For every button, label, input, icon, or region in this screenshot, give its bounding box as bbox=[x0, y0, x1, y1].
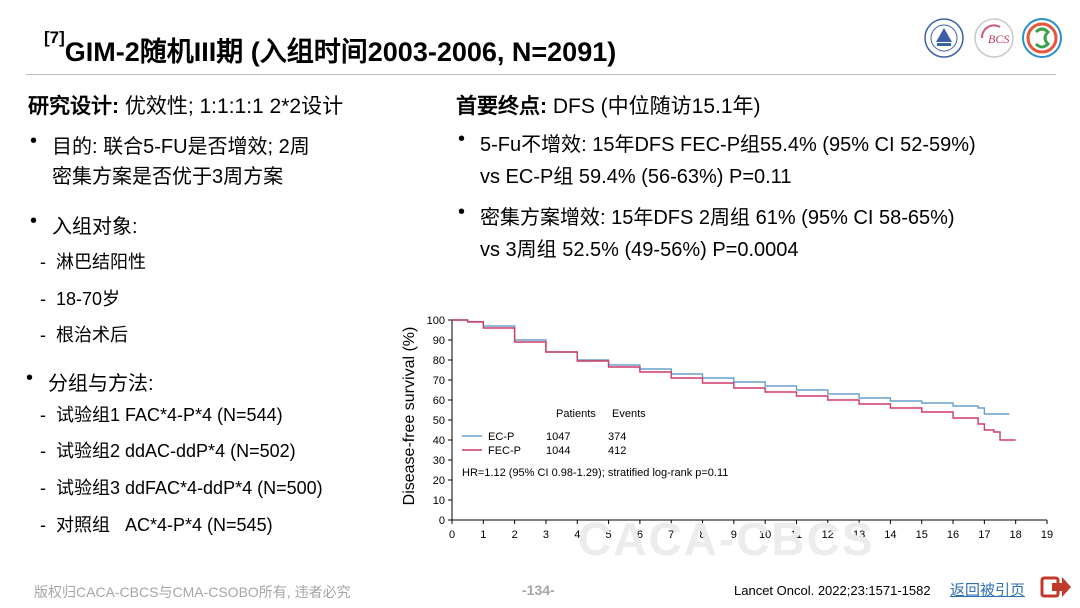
legend-header-events: Events bbox=[612, 408, 646, 420]
x-tick-label: 7 bbox=[668, 529, 674, 541]
series-line-fec-p bbox=[452, 319, 1016, 441]
legend-patients: 1044 bbox=[546, 445, 570, 457]
y-tick-label: 30 bbox=[433, 455, 445, 467]
x-tick-label: 8 bbox=[699, 529, 705, 541]
purpose-bullet: 目的: 联合5-FU是否增效; 2周 bbox=[30, 130, 310, 159]
x-tick-label: 0 bbox=[449, 529, 455, 541]
y-tick-label: 90 bbox=[433, 335, 445, 347]
title-divider bbox=[26, 74, 1056, 75]
endpoint-bullet-1: 5-Fu不增效: 15年DFS FEC-P组55.4% (95% CI 52-5… bbox=[458, 128, 976, 157]
university-emblem-icon bbox=[924, 18, 964, 58]
series-line-ec-p bbox=[452, 319, 1010, 415]
x-tick-label: 14 bbox=[884, 529, 896, 541]
y-tick-label: 10 bbox=[433, 495, 445, 507]
chart-axes: 0 1 2 3 4 5 6 7 8 9 10 11 12 13 14 15 16 17 18 190102030405… bbox=[427, 315, 1053, 541]
legend-patients: 1047 bbox=[546, 431, 570, 443]
x-tick-label: 13 bbox=[853, 529, 865, 541]
y-tick-label: 70 bbox=[433, 375, 445, 387]
caca-logo-icon bbox=[1022, 18, 1062, 58]
x-tick-label: 12 bbox=[822, 529, 834, 541]
back-link[interactable]: 返回被引页 bbox=[950, 582, 1026, 599]
x-tick-label: 1 bbox=[480, 529, 486, 541]
x-tick-label: 17 bbox=[978, 529, 990, 541]
title-text: GIM-2随机III期 (入组时间2003-2006, N=2091) bbox=[64, 37, 617, 67]
purpose-bullet-cont: 密集方案是否优于3周方案 bbox=[52, 166, 284, 188]
citation: Lancet Oncol. 2022;23:1571-1582 bbox=[734, 583, 931, 598]
group-item: - 对照组 AC*4-P*4 (N=545) bbox=[40, 515, 273, 535]
x-tick-label: 16 bbox=[947, 529, 959, 541]
watermark: CACA-CBCS bbox=[578, 513, 875, 565]
x-tick-label: 11 bbox=[791, 529, 802, 541]
chart-legend: Patients Events EC-P 1047 374 FEC-P 1044 412 bbox=[462, 408, 646, 457]
reference-marker: [7] bbox=[44, 28, 65, 47]
endpoint-bullet-2-cont: vs 3周组 52.5% (49-56%) P=0.0004 bbox=[480, 239, 799, 261]
legend-series-name: EC-P bbox=[488, 431, 514, 443]
copyright-notice: 版权归CACA-CBCS与CMA-CSOBO所有, 违者必究 bbox=[34, 584, 351, 600]
endpoint-bullet-2: 密集方案增效: 15年DFS 2周组 61% (95% CI 58-65%) bbox=[458, 201, 955, 230]
y-tick-label: 60 bbox=[433, 395, 445, 407]
bcs-logo-icon: BCS bbox=[974, 18, 1014, 58]
arrow-right-icon[interactable] bbox=[1040, 571, 1072, 603]
x-tick-label: 3 bbox=[543, 529, 549, 541]
y-tick-label: 50 bbox=[433, 415, 445, 427]
page-number: -134- bbox=[522, 582, 555, 598]
y-tick-label: 100 bbox=[427, 315, 445, 327]
study-design-heading: 研究设计: 优效性; 1:1:1:1 2*2设计 bbox=[28, 95, 344, 118]
subjects-bullet: 入组对象: bbox=[30, 210, 137, 239]
km-survival-chart: Disease-free survival (%) 0 1 2 3 4 5 6 7 8 9 10 11… bbox=[401, 315, 1053, 541]
logo-group: BCS bbox=[924, 18, 1062, 58]
group-item: - 试验组2 ddAC-ddP*4 (N=502) bbox=[40, 441, 296, 461]
x-tick-label: 15 bbox=[916, 529, 928, 541]
x-tick-label: 10 bbox=[759, 529, 771, 541]
subject-item: - 根治术后 bbox=[40, 325, 128, 345]
legend-events: 412 bbox=[608, 445, 626, 457]
groups-bullet: 分组与方法: bbox=[26, 367, 153, 396]
y-axis-title: Disease-free survival (%) bbox=[401, 327, 418, 506]
y-tick-label: 40 bbox=[433, 435, 445, 447]
y-tick-label: 0 bbox=[439, 515, 445, 527]
legend-series-name: FEC-P bbox=[488, 445, 521, 457]
hazard-ratio-annotation: HR=1.12 (95% CI 0.98-1.29); stratified l… bbox=[462, 467, 728, 479]
group-item: - 试验组3 ddFAC*4-ddP*4 (N=500) bbox=[40, 478, 323, 498]
x-tick-label: 9 bbox=[731, 529, 737, 541]
chart-curves bbox=[452, 319, 1016, 441]
x-tick-label: 4 bbox=[574, 529, 580, 541]
y-tick-label: 80 bbox=[433, 355, 445, 367]
svg-text:BCS: BCS bbox=[988, 32, 1009, 46]
subject-item: - 淋巴结阳性 bbox=[40, 252, 146, 272]
y-tick-label: 20 bbox=[433, 475, 445, 487]
x-tick-label: 19 bbox=[1041, 529, 1053, 541]
x-tick-label: 5 bbox=[606, 529, 612, 541]
group-item: - 试验组1 FAC*4-P*4 (N=544) bbox=[40, 405, 283, 425]
x-tick-label: 6 bbox=[637, 529, 643, 541]
x-tick-label: 18 bbox=[1010, 529, 1022, 541]
x-tick-label: 2 bbox=[512, 529, 518, 541]
endpoint-bullet-1-cont: vs EC-P组 59.4% (56-63%) P=0.11 bbox=[480, 166, 792, 188]
subject-item: - 18-70岁 bbox=[40, 289, 121, 309]
legend-header-patients: Patients bbox=[556, 408, 596, 420]
slide-title: [7]GIM-2随机III期 (入组时间2003-2006, N=2091) bbox=[44, 28, 617, 69]
legend-events: 374 bbox=[608, 431, 626, 443]
primary-endpoint-heading: 首要终点: DFS (中位随访15.1年) bbox=[456, 95, 761, 118]
